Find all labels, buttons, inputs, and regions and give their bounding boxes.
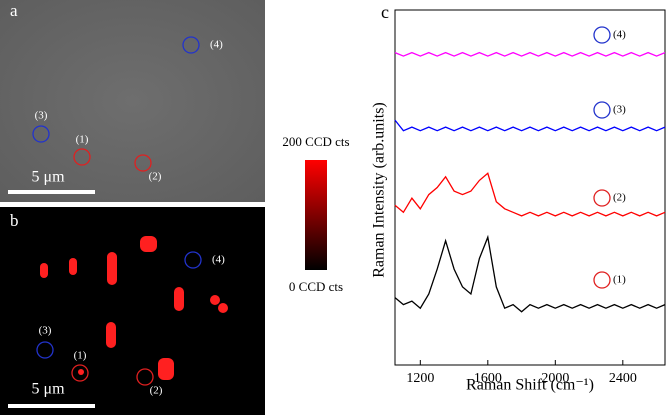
legend-label: (3): [613, 104, 626, 116]
spectrum-line: [394, 234, 666, 313]
legend-marker: [593, 26, 611, 44]
sem-image: [0, 0, 265, 202]
legend-marker: [593, 271, 611, 289]
x-tick-label: 2400: [609, 371, 637, 386]
marker-circle: [71, 364, 89, 382]
legend-marker: [593, 189, 611, 207]
y-axis-label: Raman Intensity (arb.units): [371, 102, 388, 278]
marker-label: (1): [74, 350, 87, 362]
marker-label: (3): [39, 325, 52, 337]
spectrum-line: [394, 172, 666, 217]
colorbar: [305, 160, 327, 270]
marker-circle: [73, 148, 91, 166]
legend-label: (1): [613, 274, 626, 286]
panel-label: b: [10, 211, 19, 230]
scale-bar-label: 5 μm: [31, 169, 65, 186]
marker-circle: [134, 154, 152, 172]
colorbar-max: 200 CCD cts: [282, 134, 349, 149]
x-tick-label: 1600: [474, 371, 502, 386]
marker-circle: [136, 368, 154, 386]
x-axis-label: Raman Shift (cm⁻¹): [466, 377, 594, 394]
x-tick-label: 1200: [406, 371, 434, 386]
panel-label: c: [381, 2, 389, 22]
marker-circle: [182, 36, 200, 54]
marker-circle: [36, 341, 54, 359]
marker-label: (2): [150, 385, 163, 397]
plot-frame: [394, 9, 666, 366]
scale-bar-label: 5 μm: [31, 381, 65, 398]
marker-circle: [184, 251, 202, 269]
marker-label: (4): [210, 39, 223, 51]
marker-label: (1): [76, 134, 89, 146]
marker-label: (4): [212, 254, 225, 266]
legend-label: (2): [613, 192, 626, 204]
marker-circle: [32, 125, 50, 143]
panel-label: a: [10, 1, 18, 20]
spectrum-line: [394, 51, 666, 57]
legend-marker: [593, 101, 611, 119]
legend-label: (4): [613, 29, 626, 41]
spectrum-line: [394, 119, 666, 132]
marker-label: (3): [35, 110, 48, 122]
marker-label: (2): [149, 171, 162, 183]
colorbar-min: 0 CCD cts: [289, 279, 343, 294]
x-tick-label: 2000: [541, 371, 569, 386]
map-spots: [40, 236, 228, 380]
